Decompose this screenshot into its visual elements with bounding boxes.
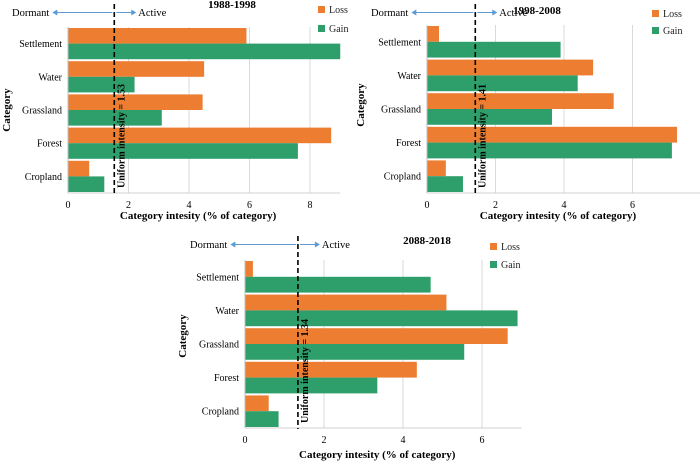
y-axis-title: Category <box>177 314 189 358</box>
legend-swatch-loss <box>652 10 659 17</box>
chart-title: 2088-2018 <box>403 235 451 247</box>
category-label: Cropland <box>384 172 421 183</box>
legend-label-gain: Gain <box>501 260 520 271</box>
bar-gain-settlement <box>68 43 341 60</box>
bar-loss-grassland <box>427 93 614 109</box>
legend-label-loss: Loss <box>501 242 520 253</box>
legend-swatch-loss <box>490 243 497 250</box>
x-axis-title: Category intesity (% of category) <box>299 449 456 461</box>
category-label: Settlement <box>19 39 62 50</box>
category-label: Water <box>397 71 421 82</box>
dormant-arrow-head <box>411 9 417 16</box>
x-tick-label: 6 <box>247 200 252 211</box>
active-arrow-head <box>131 9 137 16</box>
bar-gain-water <box>68 76 135 93</box>
legend-label-gain: Gain <box>663 26 682 37</box>
chart-panel-1: Settlement Water Grassland Forest Cropland 0 2… <box>1 0 348 222</box>
bar-gain-water <box>245 310 518 327</box>
bar-loss-grassland <box>245 328 508 344</box>
x-tick-label: 4 <box>401 435 406 446</box>
dormant-arrow-head <box>230 241 236 248</box>
legend-swatch-loss <box>318 6 325 13</box>
y-axis-title: Category <box>355 83 367 127</box>
category-label: Settlement <box>196 272 239 283</box>
category-label: Cropland <box>25 172 62 183</box>
bar-loss-water <box>68 61 205 77</box>
bar-gain-cropland <box>245 411 279 427</box>
bar-loss-water <box>427 59 594 76</box>
legend-swatch-gain <box>652 27 659 34</box>
legend-swatch-gain <box>490 261 497 268</box>
active-arrow-head <box>492 9 498 16</box>
bar-loss-settlement <box>427 26 439 42</box>
bar-gain-forest <box>245 377 378 394</box>
category-label: Water <box>215 306 239 317</box>
bar-gain-forest <box>68 143 298 159</box>
active-label: Active <box>322 240 350 251</box>
active-arrow-head <box>314 241 320 248</box>
bar-loss-forest <box>68 127 332 144</box>
bar-loss-settlement <box>245 261 253 277</box>
bar-gain-cropland <box>68 176 105 193</box>
bar-gain-water <box>427 75 578 92</box>
uniform-intensity-label: Uniform intensity = 1.34 <box>300 319 311 423</box>
x-tick-label: 4 <box>562 200 567 211</box>
chart-title: 1988-1998 <box>208 0 256 11</box>
bar-loss-forest <box>245 361 417 378</box>
x-tick-label: 0 <box>243 435 248 446</box>
active-label: Active <box>499 8 527 19</box>
bar-loss-water <box>245 294 447 311</box>
bar-gain-forest <box>427 142 672 159</box>
dormant-label: Dormant <box>371 8 408 19</box>
category-label: Forest <box>214 373 239 384</box>
bar-loss-forest <box>427 126 678 143</box>
chart-panel-3: Settlement Water Grassland Forest Cropland 0 2… <box>177 235 522 461</box>
x-tick-label: 8 <box>308 200 313 211</box>
chart-title: 1998-2008 <box>513 5 561 17</box>
x-tick-label: 2 <box>126 200 131 211</box>
x-tick-label: 0 <box>425 200 430 211</box>
dormant-label: Dormant <box>190 240 227 251</box>
active-label: Active <box>138 8 166 19</box>
bar-gain-grassland <box>245 344 465 360</box>
category-label: Grassland <box>199 340 239 351</box>
category-label: Grassland <box>381 105 421 116</box>
bar-gain-grassland <box>427 109 553 125</box>
category-label: Water <box>38 72 62 83</box>
uniform-intensity-label: Uniform intensity = 1.53 <box>116 84 127 188</box>
category-label: Forest <box>396 138 421 149</box>
x-tick-label: 2 <box>322 435 327 446</box>
chart-panel-2: Settlement Water Grassland Forest Cropland 0 2… <box>355 4 700 222</box>
x-tick-label: 4 <box>187 200 192 211</box>
dormant-label: Dormant <box>12 8 49 19</box>
x-axis-title: Category intesity (% of category) <box>120 210 277 222</box>
bar-loss-cropland <box>245 395 269 412</box>
category-label: Grassland <box>22 106 62 117</box>
bar-loss-cropland <box>68 160 90 177</box>
x-tick-label: 2 <box>493 200 498 211</box>
bar-gain-settlement <box>427 41 561 58</box>
bar-loss-grassland <box>68 94 203 110</box>
x-tick-label: 0 <box>66 200 71 211</box>
x-tick-label: 6 <box>630 200 635 211</box>
category-label: Settlement <box>378 37 421 48</box>
x-tick-label: 6 <box>480 435 485 446</box>
bar-loss-cropland <box>427 160 446 177</box>
dormant-arrow-head <box>52 9 58 16</box>
category-label: Forest <box>37 139 62 150</box>
legend-swatch-gain <box>318 25 325 32</box>
legend-label-gain: Gain <box>329 24 348 35</box>
legend-label-loss: Loss <box>663 9 682 20</box>
bar-loss-settlement <box>68 27 247 44</box>
bar-gain-settlement <box>245 276 431 293</box>
uniform-intensity-label: Uniform intensity = 1.41 <box>477 84 488 188</box>
x-axis-title: Category intesity (% of category) <box>480 210 637 222</box>
bar-gain-cropland <box>427 176 463 192</box>
category-label: Cropland <box>202 407 239 418</box>
legend-label-loss: Loss <box>329 5 348 16</box>
y-axis-title: Category <box>1 88 13 132</box>
